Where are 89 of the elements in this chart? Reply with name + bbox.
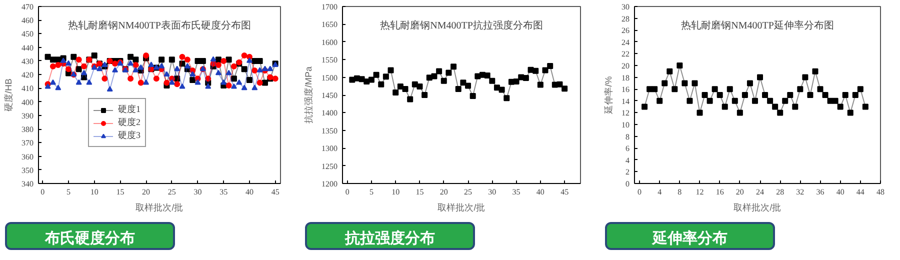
x-tick-label: 20 <box>736 188 744 196</box>
y-tick-label: 1500 <box>322 73 338 82</box>
y-axis-title: 抗拉强度/MPa <box>304 66 314 124</box>
y-tick-label: 370 <box>22 138 34 148</box>
y-tick-label: 14 <box>622 96 630 106</box>
x-tick-label: 40 <box>245 188 254 196</box>
y-tick-label: 20 <box>622 62 630 70</box>
y-tick-label: 420 <box>22 70 34 80</box>
x-tick-label: 25 <box>464 188 472 196</box>
y-tick-label: 1350 <box>322 126 338 136</box>
text: 抗拉强度分布 <box>305 222 475 250</box>
y-tick-label: 24 <box>622 38 630 47</box>
y-axis-title: 延伸率/% <box>604 76 614 115</box>
y-tick-label: 460 <box>22 16 34 26</box>
y-tick-label: 1650 <box>322 20 338 30</box>
x-tick-label: 25 <box>168 188 176 196</box>
x-tick-label: 0 <box>345 188 350 196</box>
legend-label: 硬度2 <box>118 116 140 129</box>
x-tick-label: 45 <box>560 188 569 196</box>
x-axis-title: 取样批次/批 <box>734 202 782 212</box>
y-tick-label: 360 <box>22 152 34 162</box>
x-tick-label: 36 <box>816 188 824 196</box>
y-tick-label: 390 <box>22 111 34 120</box>
y-tick-label: 350 <box>22 166 34 175</box>
x-tick-label: 8 <box>678 188 682 196</box>
y-tick-label: 0 <box>626 180 630 188</box>
y-tick-label: 400 <box>22 98 34 107</box>
x-tick-label: 20 <box>440 188 448 196</box>
x-tick-label: 40 <box>536 188 544 196</box>
x-tick-label: 45 <box>271 188 280 196</box>
text: 延伸率分布 <box>605 222 775 250</box>
legend-label: 硬度3 <box>118 129 140 142</box>
y-tick-label: 1200 <box>322 180 338 188</box>
x-tick-label: 10 <box>90 188 98 196</box>
x-tick-label: 44 <box>856 188 864 196</box>
y-tick-label: 1300 <box>322 144 338 154</box>
y-tick-label: 30 <box>622 2 630 12</box>
text: 布氏硬度分布 <box>5 222 175 250</box>
y-tick-label: 1450 <box>322 91 338 100</box>
y-tick-label: 10 <box>622 120 630 130</box>
y-tick-label: 430 <box>22 56 34 66</box>
y-tick-label: 1700 <box>322 2 338 12</box>
x-tick-label: 16 <box>716 188 724 196</box>
y-tick-label: 18 <box>622 73 630 82</box>
x-tick-label: 0 <box>638 188 642 196</box>
x-axis-title: 取样批次/批 <box>136 202 184 212</box>
text: 热轧耐磨钢NM400TP延伸率分布图 <box>681 19 834 32</box>
legend-label: 硬度1 <box>118 103 140 116</box>
y-tick-label: 16 <box>622 85 630 94</box>
x-tick-label: 35 <box>220 188 228 196</box>
text: 热轧耐磨钢NM400TP抗拉强度分布图 <box>380 19 543 32</box>
x-tick-label: 28 <box>776 188 784 196</box>
y-tick-label: 2 <box>626 168 630 177</box>
y-tick-label: 410 <box>22 84 34 94</box>
y-tick-label: 470 <box>22 2 34 12</box>
y-tick-label: 8 <box>626 132 630 142</box>
x-tick-label: 4 <box>658 188 662 196</box>
x-tick-label: 0 <box>40 188 45 196</box>
x-tick-label: 35 <box>512 188 520 196</box>
y-tick-label: 380 <box>22 125 34 134</box>
y-tick-label: 1400 <box>322 108 338 118</box>
y-tick-label: 1250 <box>322 162 338 171</box>
y-tick-label: 450 <box>22 30 34 39</box>
x-tick-label: 15 <box>116 188 124 196</box>
x-tick-label: 24 <box>756 188 764 196</box>
y-tick-label: 12 <box>622 108 630 118</box>
y-tick-label: 1600 <box>322 38 338 47</box>
x-tick-label: 30 <box>488 188 496 196</box>
x-tick-label: 5 <box>369 188 374 196</box>
x-tick-label: 20 <box>142 188 150 196</box>
x-tick-label: 12 <box>696 188 704 196</box>
y-tick-label: 26 <box>622 26 630 36</box>
x-axis-title: 取样批次/批 <box>438 202 486 212</box>
x-tick-label: 40 <box>836 188 844 196</box>
text: 热轧耐磨钢NM400TP表面布氏硬度分布图 <box>68 19 251 32</box>
x-tick-label: 48 <box>876 188 884 196</box>
y-tick-label: 22 <box>622 50 630 59</box>
x-tick-label: 5 <box>66 188 70 196</box>
x-tick-label: 10 <box>392 188 400 196</box>
x-tick-label: 32 <box>796 188 804 196</box>
y-axis-title: 硬度/HB <box>4 78 14 112</box>
y-tick-label: 1550 <box>322 56 338 65</box>
x-tick-label: 30 <box>194 188 202 196</box>
y-tick-label: 28 <box>622 14 630 24</box>
y-tick-label: 4 <box>626 156 630 165</box>
y-tick-label: 340 <box>22 180 34 188</box>
y-tick-label: 440 <box>22 43 34 52</box>
y-tick-label: 6 <box>626 144 630 154</box>
x-tick-label: 15 <box>416 188 424 196</box>
